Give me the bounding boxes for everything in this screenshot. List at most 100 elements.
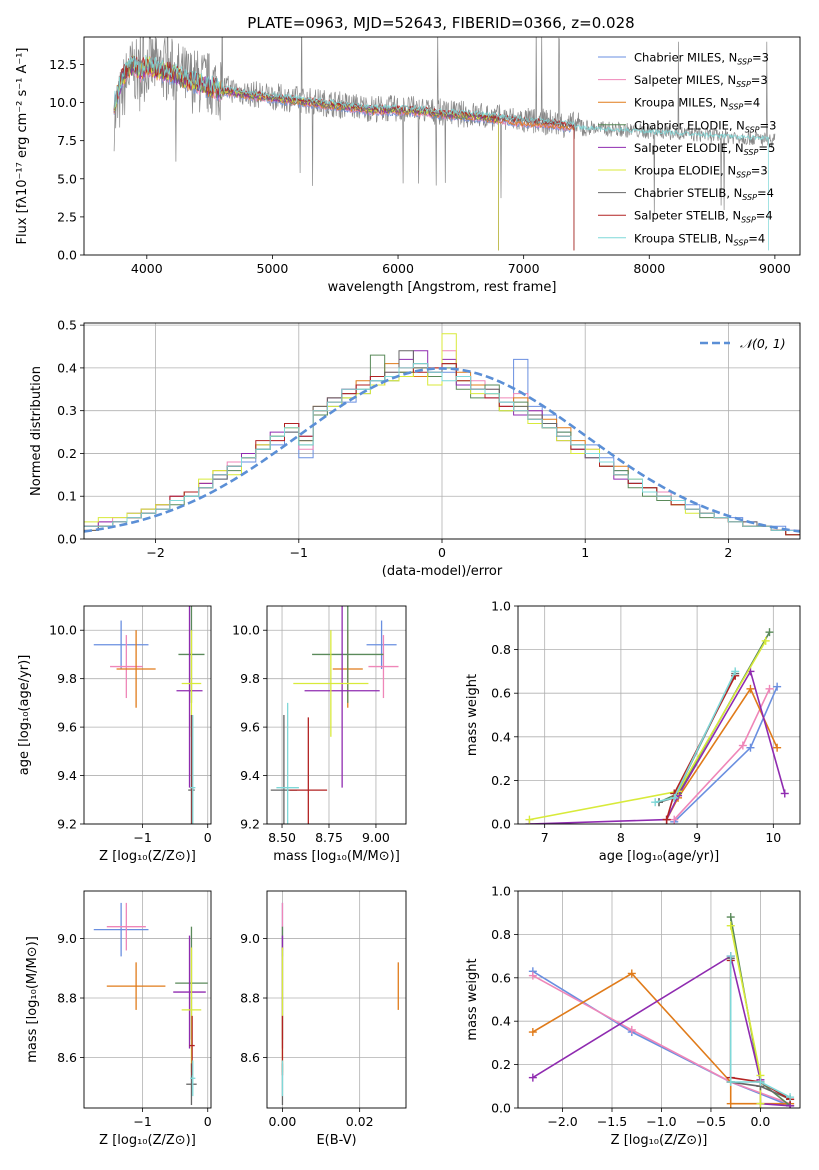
x-tick-label: 4000	[131, 261, 163, 276]
x-tick-label: −2.0	[547, 1114, 577, 1129]
y-tick-label: 9.6	[57, 720, 77, 735]
weight-marker	[738, 741, 747, 750]
plot-area	[270, 606, 399, 824]
errorbar-point	[189, 1015, 195, 1076]
weight-marker	[773, 743, 782, 752]
weight-marker	[773, 682, 782, 691]
weight-marker	[627, 969, 636, 978]
errorbar-point	[176, 606, 203, 788]
errorbar-point	[304, 606, 380, 788]
weight-marker	[761, 636, 770, 645]
x-axis-label: wavelength [Angstrom, rest frame]	[328, 280, 557, 295]
weight-marker	[786, 1093, 795, 1102]
y-axis-label: Flux [fλ10⁻¹⁷ erg cm⁻² s⁻¹ A⁻¹]	[15, 48, 30, 245]
axis-ticks: 4000 5000 6000 7000 8000 9000 0.0 2.5 5.0 7.5 10.0…	[49, 57, 791, 276]
errorbar-point	[188, 715, 195, 824]
axes-frame	[83, 605, 212, 825]
panel-weight-vs-age: 7 8 9 10 0.0 0.2 0.4 0.6 0.8 1.0 age [log₁₀(age/yr…	[465, 599, 801, 864]
plot-area	[93, 902, 208, 1106]
weight-marker	[746, 684, 755, 693]
y-tick-label: 1.0	[491, 884, 511, 899]
errorbar-point	[110, 635, 143, 699]
weight-marker	[651, 798, 660, 807]
plot-area	[525, 628, 789, 824]
model-spectrum-line	[113, 60, 575, 251]
x-tick-label: −2	[146, 545, 164, 560]
y-tick-label: 0.1	[57, 489, 77, 504]
panel-mass-vs-EBV: 0.00 0.02 8.6 8.8 9.0 E(B-V)	[240, 890, 407, 1148]
y-tick-label: 7.5	[57, 133, 77, 148]
y-tick-label: 12.5	[49, 57, 77, 72]
y-tick-label: 0.2	[491, 1057, 511, 1072]
y-axis-label: age [log₁₀(age/yr)]	[17, 655, 32, 776]
figure-title: PLATE=0963, MJD=52643, FIBERID=0366, z=0…	[247, 14, 634, 32]
weight-marker	[765, 628, 774, 637]
axis-ticks: 0.00 0.02 8.6 8.8 9.0	[240, 931, 373, 1129]
y-tick-label: 0.4	[491, 729, 511, 744]
axis-ticks: 8.50 8.75 9.00 9.2 9.4 9.6 9.8 10.0	[232, 623, 390, 845]
weight-line	[673, 688, 771, 821]
legend-label: Chabrier ELODIE, NSSP=3	[634, 118, 776, 134]
errorbar-point	[276, 702, 299, 824]
panel-spectrum: 4000 5000 6000 7000 8000 9000 0.0 2.5 5.0 7.5 10.0…	[15, 36, 801, 295]
y-tick-label: 0.2	[57, 446, 77, 461]
errorbar-point	[368, 635, 399, 699]
weight-marker	[726, 1099, 735, 1108]
x-tick-label: 0.02	[346, 1114, 374, 1129]
x-axis-label: (data-model)/error	[382, 564, 503, 579]
weight-marker	[662, 815, 671, 824]
x-tick-label: 8.75	[315, 830, 343, 845]
y-tick-label: 9.0	[57, 931, 77, 946]
y-tick-label: 9.8	[57, 671, 77, 686]
x-tick-label: 8.50	[268, 830, 296, 845]
y-tick-label: 0.0	[491, 1101, 511, 1116]
x-tick-label: 9.00	[362, 830, 390, 845]
axis-ticks: −1 0 8.6 8.8 9.0	[57, 931, 212, 1129]
errorbar-point	[106, 902, 146, 951]
weight-marker	[726, 1077, 735, 1086]
y-tick-label: 0.6	[491, 686, 511, 701]
y-tick-label: 0.8	[491, 927, 511, 942]
normal-curve	[84, 367, 800, 533]
axes-frame	[266, 605, 407, 825]
x-axis-label: E(B-V)	[316, 1133, 356, 1148]
panel-age-vs-Z: −1 0 9.2 9.4 9.6 9.8 10.0 Z [log₁₀(Z/Z⊙)] age [l…	[17, 605, 212, 864]
y-tick-label: 10.0	[49, 623, 77, 638]
plot-area	[113, 37, 776, 251]
weight-marker	[756, 1099, 765, 1108]
errorbar-point	[190, 1060, 196, 1097]
x-tick-label: 10	[765, 830, 781, 845]
x-tick-label: 9000	[759, 261, 791, 276]
y-tick-label: 5.0	[57, 171, 77, 186]
x-tick-label: 0.0	[750, 1114, 770, 1129]
x-axis-label: mass [log₁₀(M/M⊙)]	[273, 849, 400, 864]
weight-marker	[670, 815, 679, 824]
y-axis-label: Normed distribution	[29, 366, 44, 496]
legend-label: Chabrier MILES, NSSP=3	[634, 51, 769, 67]
plot-area	[93, 606, 205, 824]
y-tick-label: 2.5	[57, 209, 77, 224]
x-tick-label: 6000	[382, 261, 414, 276]
y-tick-label: 1.0	[491, 599, 511, 614]
weight-marker	[528, 971, 537, 980]
y-tick-label: 0.0	[57, 532, 77, 547]
x-tick-label: 8000	[633, 261, 665, 276]
y-tick-label: 0.0	[57, 248, 77, 263]
weight-marker	[726, 913, 735, 922]
x-tick-label: 7000	[508, 261, 540, 276]
x-tick-label: 5000	[257, 261, 289, 276]
weight-marker	[765, 684, 774, 693]
x-tick-label: −0.5	[696, 1114, 726, 1129]
y-tick-label: 0.3	[57, 403, 77, 418]
model-spectrum-line	[113, 55, 575, 251]
y-tick-label: 8.8	[57, 991, 77, 1006]
x-tick-label: 8	[617, 830, 625, 845]
errorbar-point	[106, 962, 166, 1010]
x-axis-label: Z [log₁₀(Z/Z⊙)]	[611, 1133, 708, 1148]
legend-label: Kroupa ELODIE, NSSP=3	[634, 164, 768, 180]
errorbar-point	[312, 606, 384, 703]
legend-label: Chabrier STELIB, NSSP=4	[634, 186, 774, 202]
weight-marker	[726, 921, 735, 930]
weight-marker	[670, 793, 679, 802]
